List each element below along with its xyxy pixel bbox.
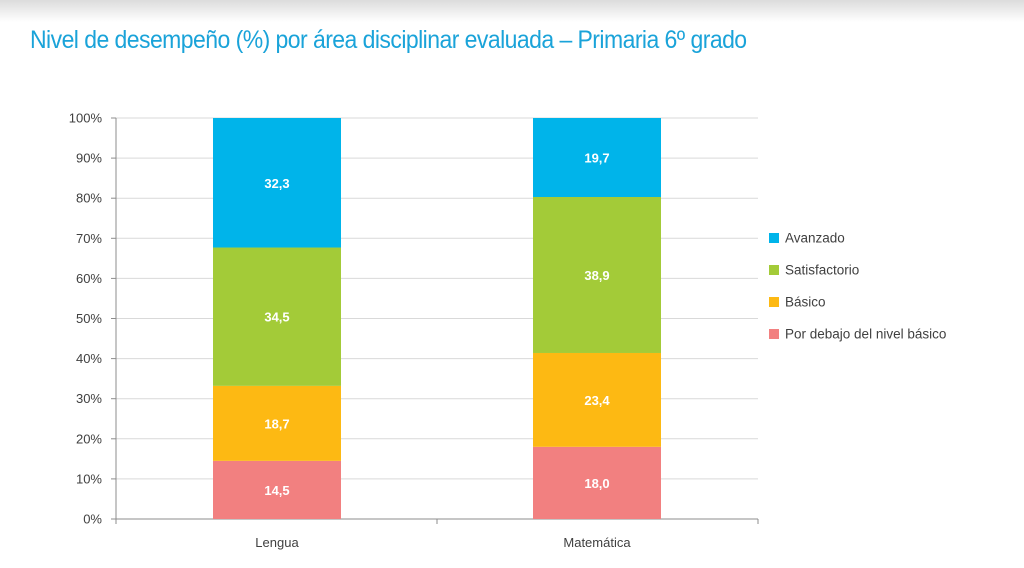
legend-swatch [769,329,779,339]
bar-segment [533,352,661,447]
x-category-label: Matemática [563,535,631,550]
y-tick-label: 50% [76,311,102,326]
top-shade [0,0,1024,22]
legend-swatch [769,297,779,307]
legend-swatch [769,233,779,243]
legend-label: Por debajo del nivel básico [785,327,946,342]
bar-value-label: 38,9 [584,268,609,283]
y-tick-label: 20% [76,431,102,446]
y-tick-label: 10% [76,471,102,486]
y-tick-label: 40% [76,351,102,366]
y-tick-label: 100% [69,111,103,126]
chart-title: Nivel de desempeño (%) por área discipli… [30,26,747,54]
y-tick-label: 60% [76,271,102,286]
bar-segment [533,196,661,353]
x-category-label: Lengua [255,535,299,550]
bar-segment [213,460,341,519]
bar-value-label: 14,5 [264,483,289,498]
bar-value-label: 23,4 [584,393,610,408]
legend-label: Avanzado [785,231,845,246]
bar-segment [533,118,661,197]
bar-value-label: 18,0 [584,476,609,491]
y-tick-label: 70% [76,231,102,246]
y-tick-label: 30% [76,391,102,406]
bar-segment [213,247,341,386]
bar-value-label: 32,3 [264,176,289,191]
legend-swatch [769,265,779,275]
legend-label: Básico [785,295,826,310]
bar-value-label: 19,7 [584,150,609,165]
legend-label: Satisfactorio [785,263,859,278]
y-tick-label: 90% [76,151,102,166]
bar-segment [213,118,341,248]
y-tick-label: 80% [76,191,102,206]
bar-value-label: 18,7 [264,416,289,431]
bar-segment [533,446,661,519]
bar-segment [213,385,341,461]
y-tick-label: 0% [83,512,102,527]
bar-value-label: 34,5 [264,310,289,325]
